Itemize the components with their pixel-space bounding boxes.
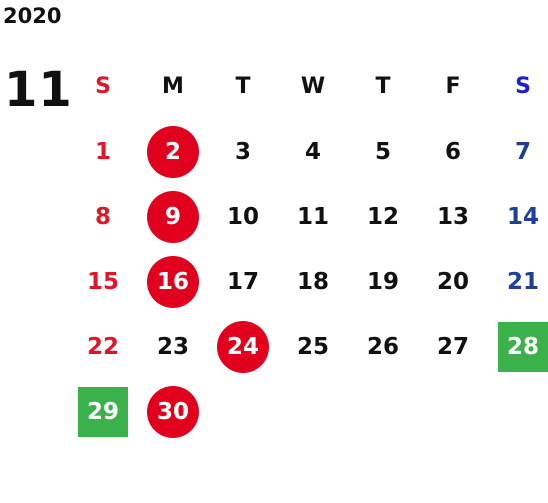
highlighted-day-circle: 30 [147,385,199,438]
year-label: 2020 [3,4,62,28]
empty-day-cell [418,379,488,444]
empty-day-cell [278,379,348,444]
day-cell: 13 [418,184,488,249]
highlighted-day-square: 29 [78,386,128,437]
day-cell: 15 [68,249,138,314]
weekday-saturday: S [515,74,531,99]
weekday-monday: M [162,74,184,99]
day-number: 14 [506,203,539,230]
day-cell: 25 [278,314,348,379]
day-number: 7 [514,138,531,165]
day-cell: 29 [68,379,138,444]
day-cell: 30 [138,379,208,444]
day-number: 13 [436,203,469,230]
day-cell: 9 [138,184,208,249]
day-number: 8 [94,203,111,230]
day-cell: 19 [348,249,418,314]
day-number: 10 [226,203,259,230]
weekday-wednesday: W [300,74,326,99]
day-cell: 22 [68,314,138,379]
day-number: 21 [506,268,539,295]
day-number: 18 [296,268,329,295]
day-number: 19 [366,268,399,295]
day-cell: 6 [418,119,488,184]
day-number: 11 [296,203,329,230]
day-cell: 10 [208,184,278,249]
weekday-sunday: S [95,74,111,99]
empty-day-cell [488,379,548,444]
day-cell: 16 [138,249,208,314]
empty-day-cell [208,379,278,444]
day-cell: 5 [348,119,418,184]
weekday-thursday: T [375,74,391,99]
calendar-grid: S M T W T F S 1 2 3 4 5 6 7 8 9 10 11 12 13 14 15 16 17 1… [68,54,548,444]
day-cell: 20 [418,249,488,314]
day-number: 27 [436,333,469,360]
highlighted-day-circle: 24 [217,320,269,373]
day-cell: 28 [488,314,548,379]
day-cell: 18 [278,249,348,314]
highlighted-day-circle: 9 [147,190,199,243]
weekday-friday: F [445,74,461,99]
day-cell: 26 [348,314,418,379]
day-number: 22 [86,333,119,360]
day-number: 4 [304,138,321,165]
day-number: 25 [296,333,329,360]
day-cell: 23 [138,314,208,379]
day-cell: 27 [418,314,488,379]
highlighted-day-circle: 2 [147,125,199,178]
month-number: 11 [4,62,73,118]
day-cell: 14 [488,184,548,249]
highlighted-day-square: 28 [498,321,548,372]
highlighted-day-circle: 16 [147,255,199,308]
day-cell: 7 [488,119,548,184]
day-cell: 2 [138,119,208,184]
day-number: 23 [156,333,189,360]
day-cell: 17 [208,249,278,314]
day-cell: 12 [348,184,418,249]
empty-day-cell [348,379,418,444]
day-cell: 21 [488,249,548,314]
day-cell: 24 [208,314,278,379]
day-cell: 1 [68,119,138,184]
weekday-tuesday: T [235,74,251,99]
day-cell: 8 [68,184,138,249]
day-number: 6 [444,138,461,165]
day-number: 15 [86,268,119,295]
day-number: 20 [436,268,469,295]
day-number: 1 [94,138,111,165]
day-cell: 11 [278,184,348,249]
day-number: 12 [366,203,399,230]
day-number: 5 [374,138,391,165]
day-cell: 3 [208,119,278,184]
day-number: 17 [226,268,259,295]
day-cell: 4 [278,119,348,184]
day-number: 3 [234,138,251,165]
day-number: 26 [366,333,399,360]
